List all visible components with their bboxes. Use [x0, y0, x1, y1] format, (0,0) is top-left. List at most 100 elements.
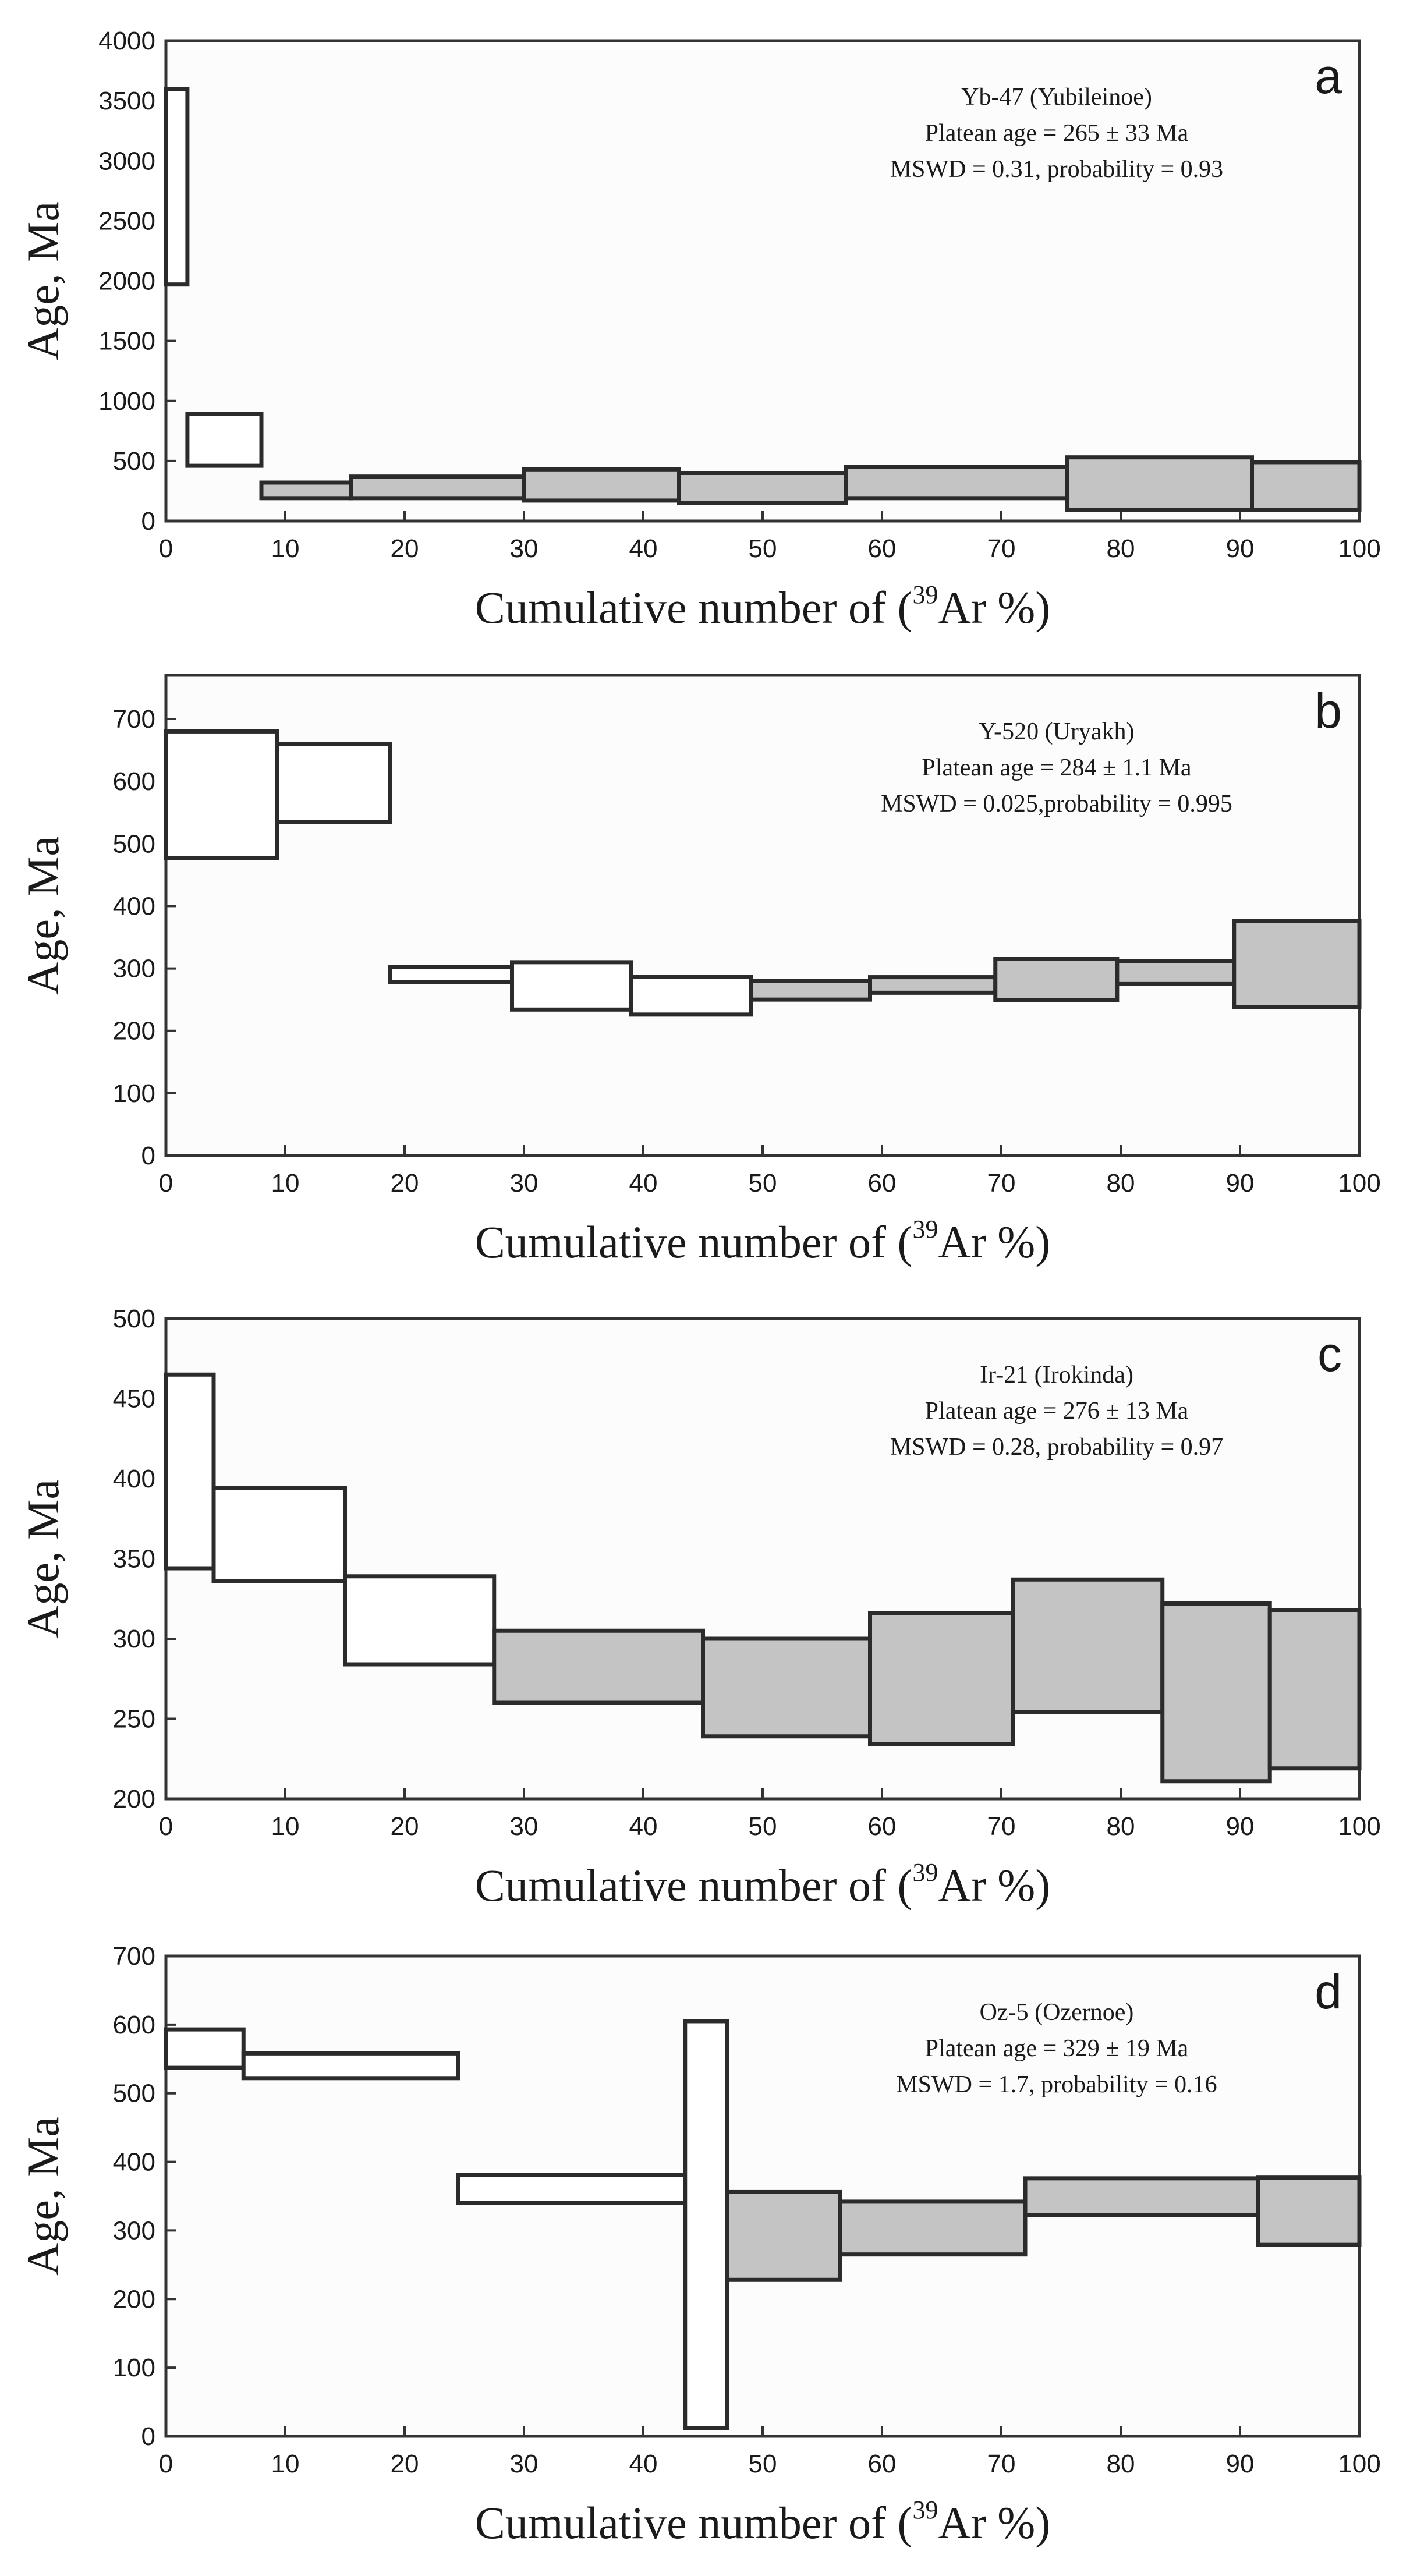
x-tick-label: 10	[271, 2450, 300, 2478]
mswd-label: MSWD = 0.28, probability = 0.97	[890, 1434, 1223, 1461]
y-tick-label: 3000	[98, 147, 155, 175]
mswd-label: MSWD = 0.025,probability = 0.995	[881, 791, 1232, 817]
panel-c: 0 10 20 30 40 50 60 70 80 90 100 200 250 300 350 400 450…	[17, 1305, 1381, 1911]
x-tick-label: 20	[391, 1812, 419, 1841]
plateau-step	[1065, 455, 1254, 512]
plateau-age-label: Platean age = 284 ± 1.1 Ma	[922, 754, 1191, 781]
y-tick-label: 0	[141, 1142, 155, 1170]
x-axis-title: Cumulative number of (39Ar %)	[475, 1858, 1050, 1911]
y-tick-label: 600	[113, 767, 155, 796]
step	[456, 2173, 688, 2205]
panel-letter: a	[1315, 49, 1342, 104]
x-tick-label: 0	[159, 2450, 173, 2478]
plateau-step	[1256, 2175, 1362, 2247]
x-tick-label: 20	[391, 2450, 419, 2478]
x-tick-label: 30	[510, 1169, 539, 1197]
y-tick-label: 700	[113, 705, 155, 734]
plateau-age-label: Platean age = 265 ± 33 Ma	[925, 120, 1189, 147]
y-tick-label: 250	[113, 1705, 155, 1734]
x-tick-label: 10	[271, 1169, 300, 1197]
x-tick-label: 50	[749, 1169, 777, 1197]
y-tick-label: 300	[113, 955, 155, 983]
x-tick-label: 40	[629, 2450, 658, 2478]
y-tick-label: 400	[113, 1465, 155, 1493]
step	[388, 965, 515, 984]
y-tick-label: 3500	[98, 87, 155, 115]
plateau-step	[1023, 2176, 1260, 2218]
step	[241, 2051, 460, 2081]
step	[683, 2019, 729, 2430]
x-tick-label: 30	[510, 534, 539, 563]
y-tick-label: 0	[141, 507, 155, 536]
x-tick-label: 70	[987, 1812, 1016, 1841]
plateau-step	[677, 471, 848, 505]
x-tick-label: 50	[749, 2450, 777, 2478]
step	[510, 960, 633, 1012]
y-tick-label: 500	[113, 2079, 155, 2108]
y-axis-title: Age, Ma	[17, 201, 68, 360]
x-tick-label: 70	[987, 2450, 1016, 2478]
x-tick-label: 30	[510, 2450, 539, 2478]
x-tick-label: 60	[868, 1169, 897, 1197]
y-tick-label: 600	[113, 2011, 155, 2039]
y-tick-label: 300	[113, 1625, 155, 1653]
y-tick-label: 700	[113, 1942, 155, 1971]
plateau-step	[1250, 460, 1362, 512]
y-tick-label: 4000	[98, 27, 155, 55]
plateau-step	[838, 2199, 1028, 2257]
panel-letter: d	[1315, 1964, 1342, 2019]
y-tick-label: 1000	[98, 387, 155, 416]
step	[164, 729, 279, 860]
y-axis-title: Age, Ma	[17, 2117, 68, 2276]
y-tick-label: 400	[113, 2148, 155, 2177]
plateau-step	[1267, 1608, 1362, 1771]
x-tick-label: 30	[510, 1812, 539, 1841]
y-tick-label: 100	[113, 2354, 155, 2382]
step	[185, 412, 264, 468]
step	[629, 975, 753, 1017]
y-axis-title: Age, Ma	[17, 1479, 68, 1638]
panel-letter: c	[1317, 1327, 1342, 1381]
plateau-step	[1232, 919, 1362, 1009]
plateau-step	[492, 1628, 705, 1705]
plateau-step	[701, 1636, 872, 1739]
plateau-step	[522, 467, 681, 503]
panel-letter: b	[1315, 683, 1342, 738]
x-tick-label: 0	[159, 1169, 173, 1197]
panel-a: 0 10 20 30 40 50 60 70 80 90 100050010001500200025…	[17, 27, 1381, 633]
x-tick-label: 70	[987, 1169, 1016, 1197]
y-tick-label: 2500	[98, 207, 155, 235]
sample-label: Oz-5 (Ozernoe)	[980, 1999, 1134, 2026]
y-tick-label: 0	[141, 2422, 155, 2451]
y-tick-label: 500	[113, 1305, 155, 1333]
plateau-step	[844, 465, 1069, 501]
x-tick-label: 70	[987, 534, 1016, 563]
y-axis-title: Age, Ma	[17, 836, 68, 995]
x-tick-label: 80	[1107, 534, 1135, 563]
plateau-step	[993, 957, 1120, 1002]
x-axis-title: Cumulative number of (39Ar %)	[475, 2496, 1050, 2548]
sample-label: Yb-47 (Yubileinoe)	[961, 84, 1152, 111]
y-tick-label: 2000	[98, 267, 155, 296]
x-tick-label: 10	[271, 1812, 300, 1841]
panel-b: 0 10 20 30 40 50 60 70 80 90 100 0 100 200 300 400 500 60…	[17, 674, 1381, 1267]
mswd-label: MSWD = 0.31, probability = 0.93	[890, 156, 1223, 183]
step	[164, 2027, 246, 2070]
x-tick-label: 20	[391, 1169, 419, 1197]
step	[211, 1486, 347, 1583]
x-tick-label: 60	[868, 2450, 897, 2478]
step	[164, 1372, 216, 1571]
panel-d: 0 10 20 30 40 50 60 70 80 90 100 0 100 200 300 400 500 60…	[17, 1942, 1381, 2548]
plateau-step	[1160, 1601, 1272, 1784]
x-axis-title: Cumulative number of (39Ar %)	[475, 580, 1050, 633]
y-tick-label: 300	[113, 2216, 155, 2245]
x-tick-label: 80	[1107, 1812, 1135, 1841]
mswd-label: MSWD = 1.7, probability = 0.16	[896, 2071, 1217, 2098]
x-tick-label: 90	[1226, 2450, 1255, 2478]
x-tick-label: 40	[629, 534, 658, 563]
plateau-step	[749, 979, 872, 1002]
x-tick-label: 10	[271, 534, 300, 563]
x-tick-label: 20	[391, 534, 419, 563]
y-tick-label: 200	[113, 2285, 155, 2313]
